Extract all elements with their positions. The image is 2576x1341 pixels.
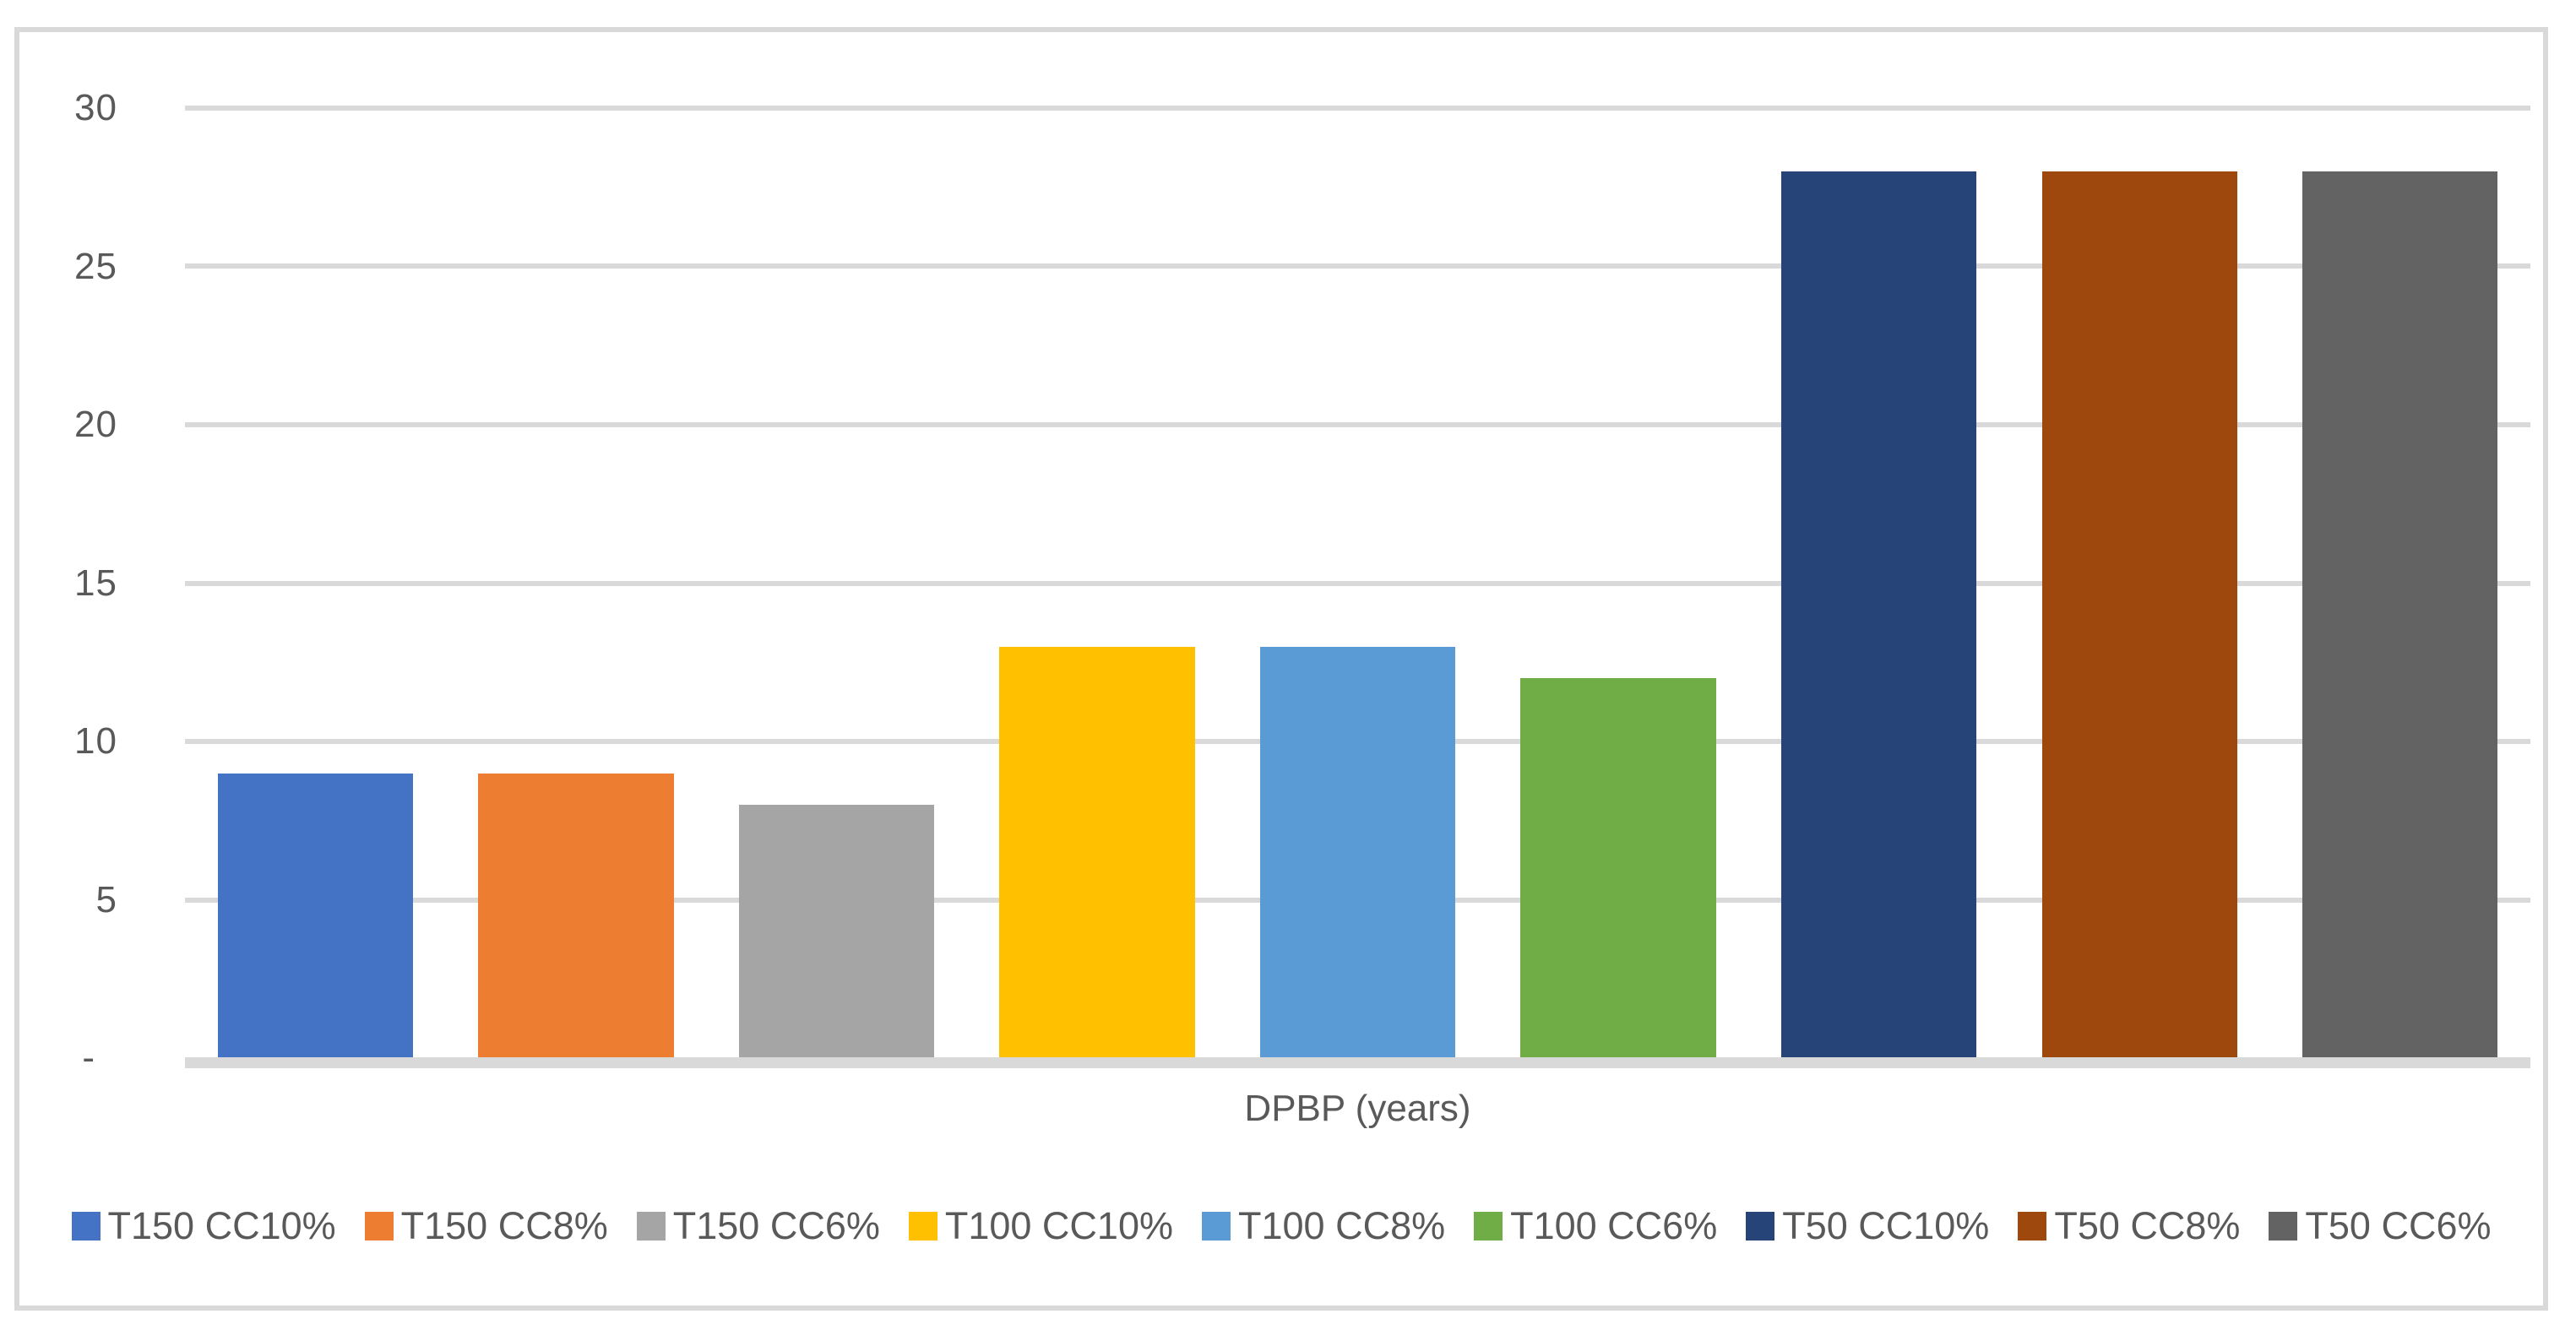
legend-label: T150 CC10%	[107, 1204, 336, 1247]
legend-swatch-icon	[2018, 1212, 2047, 1241]
bar-slot-3	[706, 108, 967, 1058]
bar-t100-cc6-	[1520, 678, 1716, 1058]
bar-t50-cc8-	[2041, 171, 2237, 1058]
legend-item-t50-cc6-: T50 CC6%	[2269, 1204, 2491, 1248]
bar-slot-7	[1748, 108, 2009, 1058]
bar-slot-1	[185, 108, 446, 1058]
gridline-20	[185, 421, 2530, 427]
y-tick-label-5: 5	[95, 878, 117, 920]
y-tick-label-0: -	[82, 1037, 95, 1078]
y-tick-label-30: 30	[74, 87, 117, 128]
bar-t100-cc10-	[999, 646, 1195, 1058]
legend-label: T50 CC8%	[2054, 1204, 2241, 1247]
legend-swatch-icon	[636, 1212, 666, 1241]
bar-slot-4	[967, 108, 1228, 1058]
gridline-15	[185, 580, 2530, 586]
x-axis-title: DPBP (years)	[1244, 1088, 1471, 1129]
legend-swatch-icon	[1474, 1212, 1503, 1241]
legend-item-t100-cc8-: T100 CC8%	[1202, 1204, 1445, 1248]
legend-label: T100 CC6%	[1510, 1204, 1718, 1247]
legend-item-t150-cc8-: T150 CC8%	[364, 1204, 608, 1248]
bars-row	[185, 108, 2530, 1058]
legend-label: T100 CC8%	[1238, 1204, 1446, 1247]
plot-area	[185, 106, 2530, 1068]
y-axis-tick-labels: - 5 10 15 20 25 30	[19, 87, 117, 1078]
gridline-30	[185, 106, 2530, 111]
legend-label: T50 CC6%	[2305, 1204, 2492, 1247]
chart-frame: -5 10 15 20 25 30 DPBP (years) T150 CC10% T150…	[14, 27, 2548, 1311]
legend: T150 CC10% T150 CC8% T150 CC6% T100 CC10% T1…	[19, 1204, 2543, 1248]
x-axis-baseline	[185, 1057, 2530, 1068]
bar-slot-5	[1227, 108, 1488, 1058]
y-tick-label-10: 10	[74, 720, 117, 762]
legend-swatch-icon	[1746, 1212, 1775, 1241]
legend-item-t150-cc10-: T150 CC10%	[71, 1204, 336, 1248]
bar-t150-cc6-	[738, 805, 935, 1058]
legend-swatch-icon	[364, 1212, 394, 1241]
bar-t50-cc6-	[2302, 171, 2498, 1058]
legend-swatch-icon	[2269, 1212, 2298, 1241]
legend-item-t100-cc6-: T100 CC6%	[1474, 1204, 1717, 1248]
legend-item-t150-cc6-: T150 CC6%	[636, 1204, 880, 1248]
legend-item-t50-cc10-: T50 CC10%	[1746, 1204, 1989, 1248]
gridline-25	[185, 263, 2530, 269]
y-tick-label-15: 15	[74, 562, 117, 604]
legend-label: T150 CC8%	[400, 1204, 608, 1247]
y-tick-label-20: 20	[74, 404, 117, 445]
bar-slot-9	[2270, 108, 2531, 1058]
bar-slot-6	[1488, 108, 1749, 1058]
y-tick-label-25: 25	[74, 245, 117, 287]
legend-label: T50 CC10%	[1782, 1204, 1990, 1247]
bar-slot-8	[2009, 108, 2270, 1058]
bar-t100-cc8-	[1259, 646, 1456, 1058]
bar-slot-2	[446, 108, 707, 1058]
bar-t150-cc10-	[217, 773, 413, 1058]
legend-item-t100-cc10-: T100 CC10%	[908, 1204, 1173, 1248]
legend-swatch-icon	[908, 1212, 937, 1241]
legend-item-t50-cc8-: T50 CC8%	[2018, 1204, 2240, 1248]
bar-t150-cc8-	[478, 773, 674, 1058]
legend-swatch-icon	[71, 1212, 101, 1241]
bar-t50-cc10-	[1780, 171, 1977, 1058]
legend-label: T100 CC10%	[944, 1204, 1173, 1247]
legend-swatch-icon	[1202, 1212, 1231, 1241]
legend-label: T150 CC6%	[672, 1204, 880, 1247]
